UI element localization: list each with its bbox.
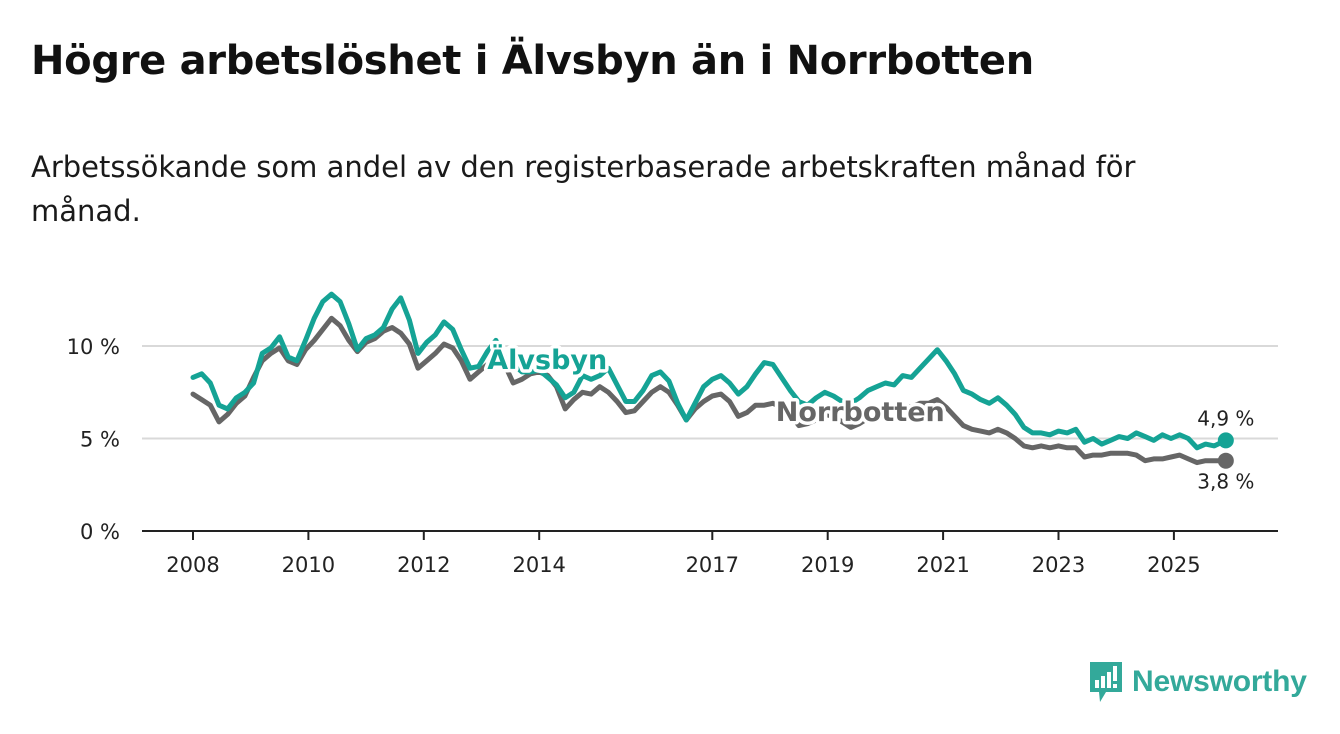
x-tick-label: 2021: [916, 553, 969, 577]
x-axis-ticks: 2008 2010 2012 2014 2017 2019 2021 2023 2025: [166, 531, 1201, 577]
series-line-alvsbyn: [190, 291, 1229, 451]
x-tick-label: 2012: [397, 553, 450, 577]
y-tick-label: 10 %: [67, 335, 120, 359]
end-point-norrbotten: [1217, 452, 1234, 469]
x-tick-label: 2010: [282, 553, 335, 577]
end-point-alvsbyn: [1217, 432, 1234, 449]
x-tick-label: 2014: [512, 553, 565, 577]
chart-title: Högre arbetslöshet i Älvsbyn än i Norrbo…: [31, 38, 1034, 84]
gridlines: [142, 345, 1278, 440]
newsworthy-logo-icon: [1090, 662, 1122, 702]
series-labels: Älvsbyn Norrbotten 4,9 % 3,8 %: [484, 341, 1255, 494]
x-tick-label: 2023: [1032, 553, 1085, 577]
series-lines: [190, 291, 1234, 469]
x-tick-label: 2017: [686, 553, 739, 577]
series-label-norrbotten: Norrbotten: [776, 397, 945, 428]
end-value-label-alvsbyn: 4,9 %: [1197, 406, 1254, 430]
y-axis-ticks: 0 % 5 % 10 %: [67, 335, 120, 544]
y-tick-label: 5 %: [80, 428, 120, 452]
x-tick-label: 2008: [166, 553, 219, 577]
brand-name: Newsworthy: [1132, 665, 1307, 698]
brand-logo: Newsworthy: [1088, 660, 1307, 704]
y-tick-label: 0 %: [80, 520, 120, 544]
series-label-alvsbyn: Älvsbyn: [487, 344, 607, 376]
end-value-label-norrbotten: 3,8 %: [1197, 470, 1254, 494]
chart-subtitle: Arbetssökande som andel av den registerb…: [31, 150, 1136, 228]
x-tick-label: 2025: [1147, 553, 1200, 577]
x-tick-label: 2019: [801, 553, 854, 577]
series-line-norrbotten: [190, 315, 1229, 466]
